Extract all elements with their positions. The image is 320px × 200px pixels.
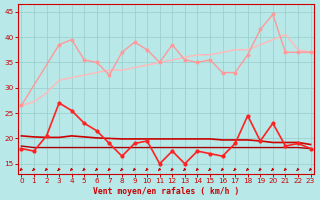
X-axis label: Vent moyen/en rafales ( km/h ): Vent moyen/en rafales ( km/h )	[93, 187, 239, 196]
